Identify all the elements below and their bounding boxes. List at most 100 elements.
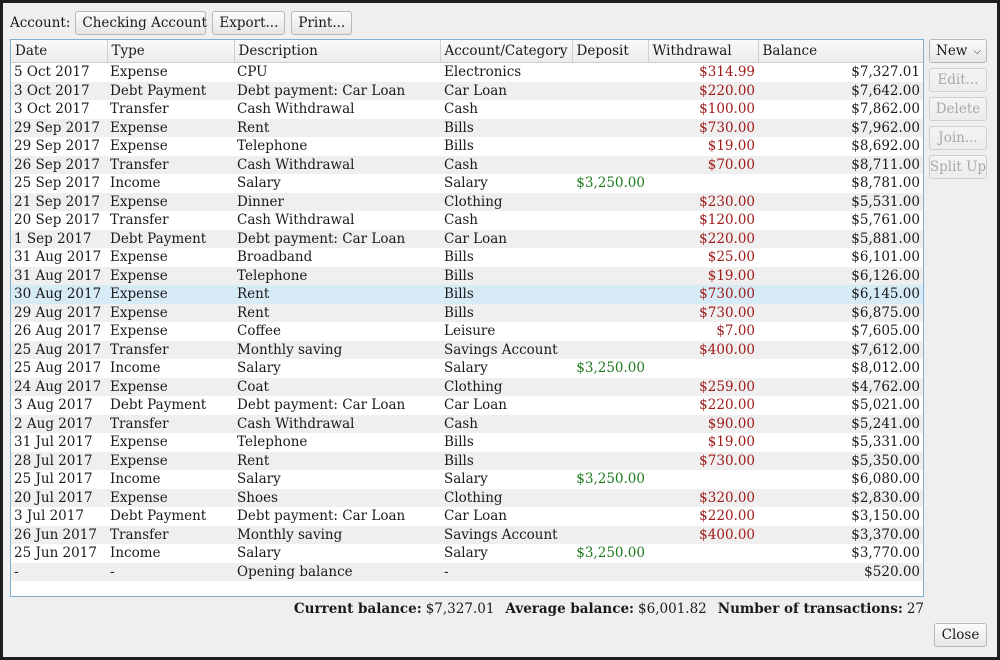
deposit-cell xyxy=(572,118,648,137)
table-row[interactable]: 20 Jul 2017 Expense Shoes Clothing $320.00 $2… xyxy=(11,488,923,507)
deposit-cell xyxy=(572,248,648,267)
balance-cell: $6,875.00 xyxy=(758,303,923,322)
split-up-button[interactable]: Split Up xyxy=(929,155,987,179)
balance-cell: $5,021.00 xyxy=(758,396,923,415)
description-cell: Debt payment: Car Loan xyxy=(234,396,440,415)
table-row[interactable]: 30 Aug 2017 Expense Rent Bills $730.00 $6,145… xyxy=(11,285,923,304)
table-row[interactable]: 26 Sep 2017 Transfer Cash Withdrawal Cash $7… xyxy=(11,155,923,174)
table-row[interactable]: 25 Jul 2017 Income Salary Salary $3,250.00 $6… xyxy=(11,470,923,489)
table-row[interactable]: 1 Sep 2017 Debt Payment Debt payment: Car … xyxy=(11,229,923,248)
table-row[interactable]: 3 Oct 2017 Debt Payment Debt payment: Car … xyxy=(11,81,923,100)
deposit-cell xyxy=(572,155,648,174)
join-button[interactable]: Join... xyxy=(929,126,987,150)
column-header-date[interactable]: Date xyxy=(11,40,108,63)
description-cell: Coat xyxy=(234,377,440,396)
type-cell: Expense xyxy=(107,248,234,267)
deposit-cell xyxy=(572,562,648,581)
description-cell: Cash Withdrawal xyxy=(234,211,440,230)
withdrawal-cell: $730.00 xyxy=(648,285,758,304)
balance-cell: $6,126.00 xyxy=(758,266,923,285)
type-cell: Expense xyxy=(107,433,234,452)
type-cell: Transfer xyxy=(107,211,234,230)
table-row[interactable]: 25 Aug 2017 Income Salary Salary $3,250.00 $8… xyxy=(11,359,923,378)
type-cell: Transfer xyxy=(107,340,234,359)
column-header-balance[interactable]: Balance xyxy=(758,40,923,63)
date-cell: 3 Oct 2017 xyxy=(11,100,107,119)
table-row[interactable]: - - Opening balance - $520.00 xyxy=(11,562,923,581)
table-row[interactable]: 28 Jul 2017 Expense Rent Bills $730.00 $5,350… xyxy=(11,451,923,470)
table-row[interactable]: 31 Aug 2017 Expense Telephone Bills $19.00 $6… xyxy=(11,266,923,285)
description-cell: Monthly saving xyxy=(234,340,440,359)
balance-cell: $2,830.00 xyxy=(758,488,923,507)
column-header-type[interactable]: Type xyxy=(107,40,235,63)
close-button[interactable]: Close xyxy=(934,623,987,647)
deposit-cell xyxy=(572,100,648,119)
withdrawal-cell: $320.00 xyxy=(648,488,758,507)
date-cell: 31 Aug 2017 xyxy=(11,266,107,285)
table-row[interactable]: 25 Aug 2017 Transfer Monthly saving Savings… xyxy=(11,340,923,359)
date-cell: 25 Jun 2017 xyxy=(11,544,107,563)
account-category-cell: Cash xyxy=(440,155,572,174)
withdrawal-cell: $19.00 xyxy=(648,137,758,156)
balance-cell: $5,350.00 xyxy=(758,451,923,470)
export-button[interactable]: Export... xyxy=(212,11,286,35)
account-category-cell: Cash xyxy=(440,211,572,230)
description-cell: Salary xyxy=(234,544,440,563)
table-row[interactable]: 29 Sep 2017 Expense Rent Bills $730.00 $7,962… xyxy=(11,118,923,137)
withdrawal-cell: $220.00 xyxy=(648,81,758,100)
description-cell: Rent xyxy=(234,451,440,470)
deposit-cell: $3,250.00 xyxy=(572,359,648,378)
table-row[interactable]: 29 Aug 2017 Expense Rent Bills $730.00 $6,875… xyxy=(11,303,923,322)
table-row[interactable]: 26 Jun 2017 Transfer Monthly saving Savings… xyxy=(11,525,923,544)
column-header-deposit[interactable]: Deposit xyxy=(572,40,649,63)
table-row[interactable]: 24 Aug 2017 Expense Coat Clothing $259.00 $4,… xyxy=(11,377,923,396)
withdrawal-cell: $120.00 xyxy=(648,211,758,230)
account-select[interactable]: Checking Account ⌵ xyxy=(75,11,220,35)
balance-cell: $5,241.00 xyxy=(758,414,923,433)
column-header-account-category[interactable]: Account/Category xyxy=(440,40,573,63)
date-cell: 26 Jun 2017 xyxy=(11,525,107,544)
edit-button[interactable]: Edit... xyxy=(929,68,987,92)
date-cell: 26 Sep 2017 xyxy=(11,155,107,174)
table-row[interactable]: 26 Aug 2017 Expense Coffee Leisure $7.00 $7,6… xyxy=(11,322,923,341)
balance-cell: $520.00 xyxy=(758,562,923,581)
deposit-cell: $3,250.00 xyxy=(572,544,648,563)
description-cell: Debt payment: Car Loan xyxy=(234,229,440,248)
date-cell: 5 Oct 2017 xyxy=(11,62,107,82)
type-cell: Transfer xyxy=(107,525,234,544)
deposit-cell xyxy=(572,340,648,359)
table-row[interactable]: 20 Sep 2017 Transfer Cash Withdrawal Cash $1… xyxy=(11,211,923,230)
date-cell: 3 Aug 2017 xyxy=(11,396,107,415)
date-cell: 1 Sep 2017 xyxy=(11,229,107,248)
withdrawal-cell: $70.00 xyxy=(648,155,758,174)
deposit-cell xyxy=(572,266,648,285)
table-row[interactable]: 31 Jul 2017 Expense Telephone Bills $19.00 $5… xyxy=(11,433,923,452)
table-row[interactable]: 21 Sep 2017 Expense Dinner Clothing $230.00 $… xyxy=(11,192,923,211)
description-cell: Salary xyxy=(234,470,440,489)
withdrawal-cell: $730.00 xyxy=(648,451,758,470)
column-header-withdrawal[interactable]: Withdrawal xyxy=(648,40,759,63)
date-cell: 25 Aug 2017 xyxy=(11,359,107,378)
column-header-description[interactable]: Description xyxy=(234,40,441,63)
table-row[interactable]: 2 Aug 2017 Transfer Cash Withdrawal Cash $90… xyxy=(11,414,923,433)
account-category-cell: Bills xyxy=(440,433,572,452)
table-row[interactable]: 3 Oct 2017 Transfer Cash Withdrawal Cash $10… xyxy=(11,100,923,119)
type-cell: Transfer xyxy=(107,100,234,119)
table-row[interactable]: 25 Jun 2017 Income Salary Salary $3,250.00 $3… xyxy=(11,544,923,563)
table-row[interactable]: 25 Sep 2017 Income Salary Salary $3,250.00 $8… xyxy=(11,174,923,193)
balance-cell: $4,762.00 xyxy=(758,377,923,396)
delete-button[interactable]: Delete xyxy=(929,97,987,121)
print-button[interactable]: Print... xyxy=(291,11,353,35)
balance-cell: $7,327.01 xyxy=(758,62,923,82)
table-row[interactable]: 3 Aug 2017 Debt Payment Debt payment: Car … xyxy=(11,396,923,415)
transactions-table[interactable]: Date Type Description Account/Category D… xyxy=(10,39,924,597)
table-row[interactable]: 31 Aug 2017 Expense Broadband Bills $25.00 $6… xyxy=(11,248,923,267)
date-cell: 26 Aug 2017 xyxy=(11,322,107,341)
table-header: Date Type Description Account/Category D… xyxy=(11,40,923,63)
table-row[interactable]: 5 Oct 2017 Expense CPU Electronics $314.99 $7… xyxy=(11,62,923,82)
new-button[interactable]: New ⌵ xyxy=(929,39,987,63)
table-row[interactable]: 3 Jul 2017 Debt Payment Debt payment: Car … xyxy=(11,507,923,526)
withdrawal-cell xyxy=(648,562,758,581)
description-cell: Rent xyxy=(234,285,440,304)
table-row[interactable]: 29 Sep 2017 Expense Telephone Bills $19.00 $8… xyxy=(11,137,923,156)
